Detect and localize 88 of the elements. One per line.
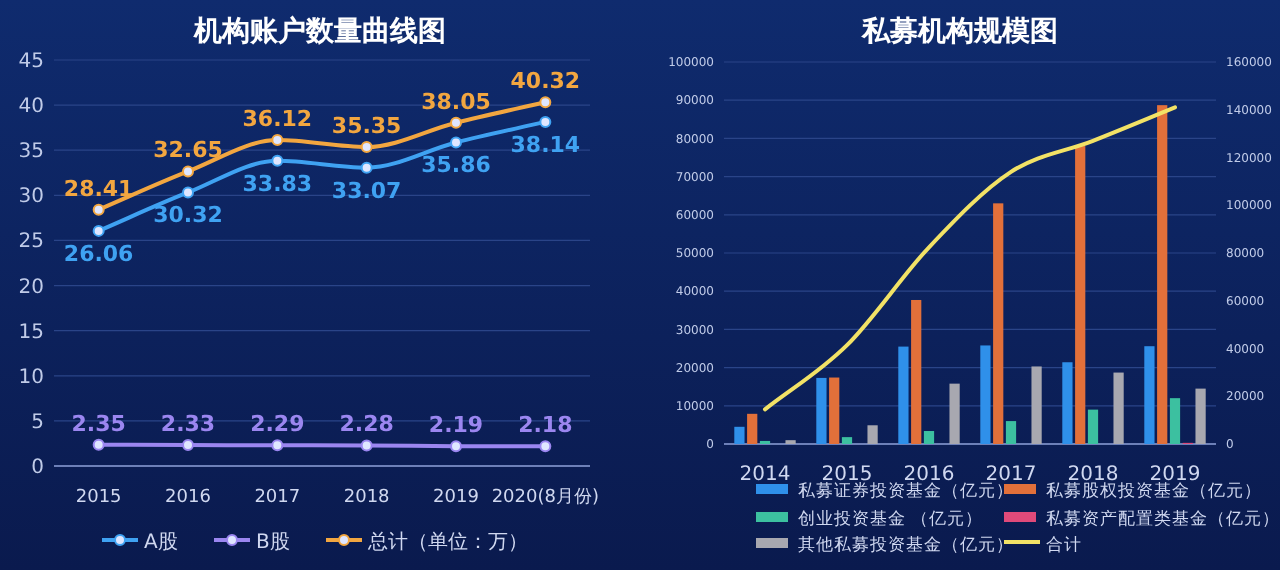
y-tick-label: 0 bbox=[31, 457, 44, 479]
bar bbox=[829, 377, 840, 444]
point bbox=[450, 116, 462, 129]
point bbox=[271, 439, 284, 452]
data-label: 2.29 bbox=[250, 411, 305, 438]
y-tick-label: 35 bbox=[18, 141, 44, 164]
bar bbox=[867, 425, 878, 444]
y-tick-label: 40 bbox=[18, 96, 44, 119]
bar bbox=[1169, 398, 1181, 444]
data-label: 2.35 bbox=[71, 410, 126, 437]
bar bbox=[1113, 372, 1124, 444]
bar bbox=[993, 203, 1004, 444]
bar bbox=[911, 299, 922, 444]
bar bbox=[1087, 409, 1099, 444]
data-label: 2.33 bbox=[160, 410, 216, 437]
bar bbox=[1075, 146, 1086, 444]
point bbox=[360, 161, 373, 174]
y-tick-label: 5 bbox=[31, 411, 44, 434]
legend-label: 私募证券投资基金（亿元） bbox=[798, 480, 1014, 502]
bar bbox=[1062, 362, 1073, 444]
data-label: 36.12 bbox=[242, 106, 313, 133]
y-tick-label: 15 bbox=[18, 321, 44, 344]
legend-label: 总计（单位：万） bbox=[366, 530, 528, 554]
point bbox=[182, 438, 194, 451]
bar bbox=[923, 431, 935, 444]
point bbox=[539, 440, 552, 453]
point bbox=[539, 115, 552, 128]
data-label: 38.14 bbox=[510, 131, 581, 158]
y-tick-label: 20 bbox=[18, 276, 44, 299]
data-label: 38.05 bbox=[421, 88, 491, 115]
x-tick-label: 2016 bbox=[165, 488, 212, 508]
data-label: 35.86 bbox=[421, 152, 492, 179]
bar bbox=[898, 346, 909, 444]
point bbox=[450, 440, 462, 453]
bar bbox=[747, 413, 758, 444]
bar bbox=[1031, 366, 1042, 444]
data-label: 2.28 bbox=[339, 411, 394, 438]
data-label: 26.06 bbox=[63, 240, 135, 267]
data-label: 40.32 bbox=[510, 68, 581, 95]
bar bbox=[841, 437, 853, 444]
x-tick-label: 2019 bbox=[433, 488, 480, 508]
data-label: 35.35 bbox=[331, 113, 402, 140]
bar bbox=[949, 383, 960, 444]
point bbox=[182, 186, 194, 199]
point bbox=[92, 438, 105, 451]
x-tick-label: 2017 bbox=[985, 464, 1037, 486]
point bbox=[92, 224, 105, 237]
x-tick-label: 2014 bbox=[739, 464, 791, 486]
data-label: 33.83 bbox=[242, 170, 313, 197]
y-tick-label: 25 bbox=[18, 231, 44, 254]
legend-label: 创业投资基金 （亿元） bbox=[798, 508, 984, 530]
point bbox=[539, 96, 552, 109]
y-tick-label: 30 bbox=[18, 186, 44, 209]
bar bbox=[980, 345, 991, 444]
chart-title: 机构账户数量曲线图 bbox=[192, 14, 446, 48]
x-tick-label: 2015 bbox=[75, 488, 122, 508]
chart-title: 私募机构规模图 bbox=[860, 16, 1058, 48]
data-label: 32.65 bbox=[153, 137, 223, 164]
point bbox=[450, 136, 462, 149]
x-tick-label: 2020(8月份) bbox=[491, 486, 599, 508]
x-tick-label: 2017 bbox=[254, 488, 301, 508]
legend-label: 私募资产配置类基金（亿元） bbox=[1046, 508, 1280, 530]
legend-label: 私募股权投资基金（亿元） bbox=[1046, 480, 1262, 502]
point bbox=[92, 203, 105, 216]
bar bbox=[1157, 105, 1168, 444]
line-series bbox=[763, 105, 1177, 412]
y-tick-label: 45 bbox=[18, 51, 44, 73]
data-label: 2.19 bbox=[428, 412, 484, 439]
legend-label: B股 bbox=[256, 532, 290, 554]
data-label: 33.07 bbox=[331, 177, 402, 204]
bar bbox=[1195, 388, 1206, 444]
bar bbox=[734, 426, 745, 444]
legend-label: 合计 bbox=[1046, 534, 1082, 556]
bar bbox=[816, 377, 827, 444]
point bbox=[182, 165, 194, 178]
point bbox=[360, 141, 373, 154]
bar bbox=[1144, 346, 1155, 444]
x-tick-label: 2018 bbox=[343, 488, 391, 508]
point bbox=[360, 439, 373, 452]
data-label: 30.32 bbox=[153, 202, 223, 229]
y-tick-label: 10 bbox=[18, 366, 44, 389]
legend-label: 其他私募投资基金（亿元） bbox=[798, 534, 1014, 556]
bar bbox=[1005, 421, 1017, 444]
legend-label: A股 bbox=[144, 532, 178, 554]
point bbox=[271, 134, 284, 147]
data-label: 28.41 bbox=[63, 175, 134, 202]
data-label: 2.18 bbox=[518, 412, 573, 439]
point bbox=[271, 154, 284, 167]
